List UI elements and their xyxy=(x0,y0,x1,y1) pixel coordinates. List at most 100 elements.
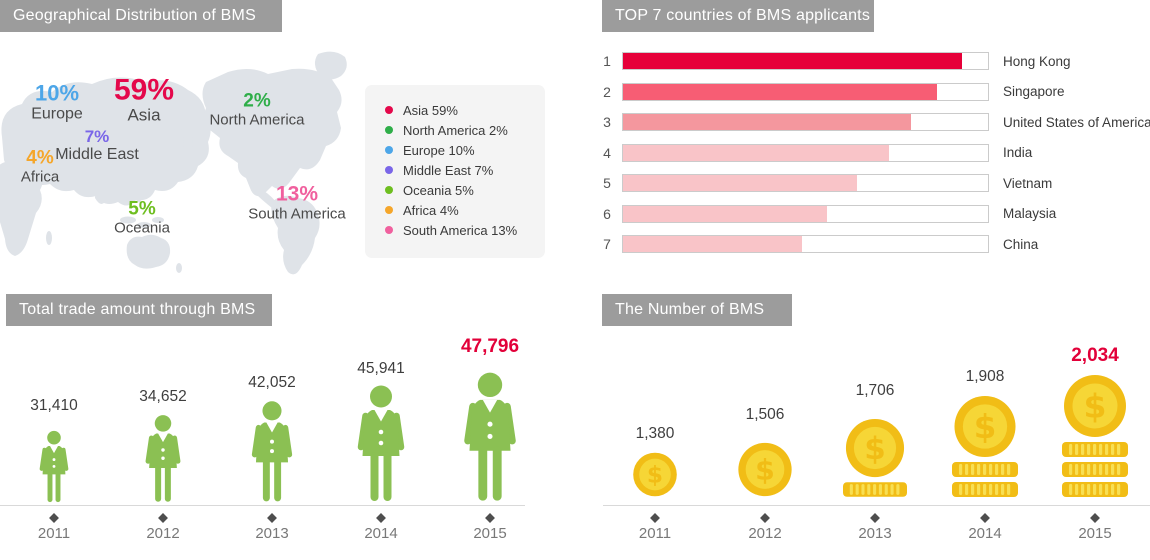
bar-track xyxy=(622,235,989,253)
number-value: 1,380 xyxy=(635,425,675,442)
number-value: 1,706 xyxy=(855,382,895,399)
number-year-label: 2014 xyxy=(968,525,1002,542)
trade-year-label: 2011 xyxy=(37,525,71,542)
bar-fill xyxy=(623,175,857,191)
number-year-label: 2015 xyxy=(1078,525,1112,542)
trade-value: 42,052 xyxy=(248,374,296,391)
trade-year-label: 2013 xyxy=(255,525,289,542)
coin-stack-icon xyxy=(952,482,1018,497)
country-label: Vietnam xyxy=(1003,175,1053,191)
top7-row: 2 Singapore xyxy=(600,82,1150,101)
trade-year-label: 2012 xyxy=(146,525,180,542)
trade-value: 34,652 xyxy=(139,388,187,405)
legend-item: Africa 4% xyxy=(385,200,545,220)
rank-number: 2 xyxy=(603,83,611,100)
bar-track xyxy=(622,82,989,101)
diamond-marker-icon xyxy=(376,513,386,523)
coin-stack-icon xyxy=(952,462,1018,477)
geo-panel-title: Geographical Distribution of BMS xyxy=(0,0,282,32)
legend-dot-icon xyxy=(385,206,393,214)
diamond-marker-icon xyxy=(980,513,990,523)
country-label: Malaysia xyxy=(1003,206,1057,221)
map-label-middle-east: 7% Middle East xyxy=(55,127,139,164)
person-pictogram-icon xyxy=(245,400,299,504)
top7-panel-title: TOP 7 countries of BMS applicants xyxy=(602,0,874,32)
map-label-europe: 10% Europe xyxy=(31,80,83,123)
bar-fill xyxy=(623,205,828,222)
rank-number: 6 xyxy=(603,205,611,222)
legend-label: Asia 59% xyxy=(403,102,458,118)
legend-dot-icon xyxy=(385,126,393,134)
number-axis-line xyxy=(603,505,1150,506)
number-value: 2,034 xyxy=(1071,345,1119,366)
trade-value: 45,941 xyxy=(357,360,405,377)
trade-panel-title: Total trade amount through BMS xyxy=(6,294,272,326)
person-pictogram-icon xyxy=(456,371,525,504)
legend-label: North America 2% xyxy=(403,122,508,138)
person-pictogram-icon xyxy=(35,430,74,504)
legend-dot-icon xyxy=(385,146,393,154)
diamond-marker-icon xyxy=(870,513,880,523)
coin-stack-icon xyxy=(1062,462,1128,477)
bar-track xyxy=(622,204,989,223)
person-pictogram-icon xyxy=(140,414,187,504)
bar-track xyxy=(622,174,989,192)
dollar-coin-icon xyxy=(633,452,678,497)
legend-item: Middle East 7% xyxy=(385,160,545,180)
trade-year-label: 2014 xyxy=(364,525,398,542)
legend-label: Middle East 7% xyxy=(403,162,494,178)
top7-row: 3 United States of America xyxy=(600,113,1150,131)
number-year-label: 2011 xyxy=(638,525,672,542)
person-pictogram-icon xyxy=(350,384,412,504)
number-year-label: 2012 xyxy=(748,525,782,542)
map-label-north-america: 2% North America xyxy=(209,90,305,129)
legend-dot-icon xyxy=(385,186,393,194)
map-label-africa: 4% Africa xyxy=(20,147,60,186)
number-panel-title: The Number of BMS xyxy=(602,294,792,326)
bar-fill xyxy=(623,144,890,161)
bar-fill xyxy=(623,236,802,252)
legend-item: Asia 59% xyxy=(385,100,545,120)
diamond-marker-icon xyxy=(485,513,495,523)
map-label-south-america: 13% South America xyxy=(248,182,346,223)
country-label: Singapore xyxy=(1003,84,1065,99)
rank-number: 1 xyxy=(603,53,611,69)
legend-label: Oceania 5% xyxy=(403,182,474,198)
coin-stack-icon xyxy=(1062,482,1128,497)
coin-stack-icon xyxy=(1062,442,1128,457)
number-value: 1,506 xyxy=(745,406,785,423)
diamond-marker-icon xyxy=(650,513,660,523)
bar-track xyxy=(622,143,989,162)
diamond-marker-icon xyxy=(267,513,277,523)
legend-item: Oceania 5% xyxy=(385,180,545,200)
country-label: China xyxy=(1003,236,1039,252)
legend-dot-icon xyxy=(385,226,393,234)
country-label: Hong Kong xyxy=(1003,53,1071,69)
trade-value: 47,796 xyxy=(460,336,520,357)
geo-legend: Asia 59% North America 2% Europe 10% Mid… xyxy=(365,85,545,258)
trade-year-label: 2015 xyxy=(473,525,507,542)
world-map xyxy=(0,51,347,275)
top7-row: 7 China xyxy=(600,235,1150,253)
dollar-coin-icon xyxy=(845,418,905,478)
bar-fill xyxy=(623,83,937,100)
number-year-label: 2013 xyxy=(858,525,892,542)
map-label-oceania: 5% Oceania xyxy=(114,198,170,237)
number-value: 1,908 xyxy=(965,368,1005,385)
trade-axis-line xyxy=(0,505,525,506)
map-label-asia: 59% Asia xyxy=(113,73,175,126)
rank-number: 7 xyxy=(603,236,611,252)
top7-row: 4 India xyxy=(600,143,1150,162)
diamond-marker-icon xyxy=(1090,513,1100,523)
country-label: United States of America xyxy=(1003,114,1150,130)
rank-number: 4 xyxy=(603,144,611,161)
dollar-coin-icon xyxy=(1063,374,1127,438)
legend-item: Europe 10% xyxy=(385,140,545,160)
top7-row: 6 Malaysia xyxy=(600,204,1150,223)
diamond-marker-icon xyxy=(49,513,59,523)
bar-fill xyxy=(623,53,963,69)
dollar-coin-icon xyxy=(954,395,1017,458)
dollar-coin-icon xyxy=(738,442,793,497)
legend-label: South America 13% xyxy=(403,222,518,238)
